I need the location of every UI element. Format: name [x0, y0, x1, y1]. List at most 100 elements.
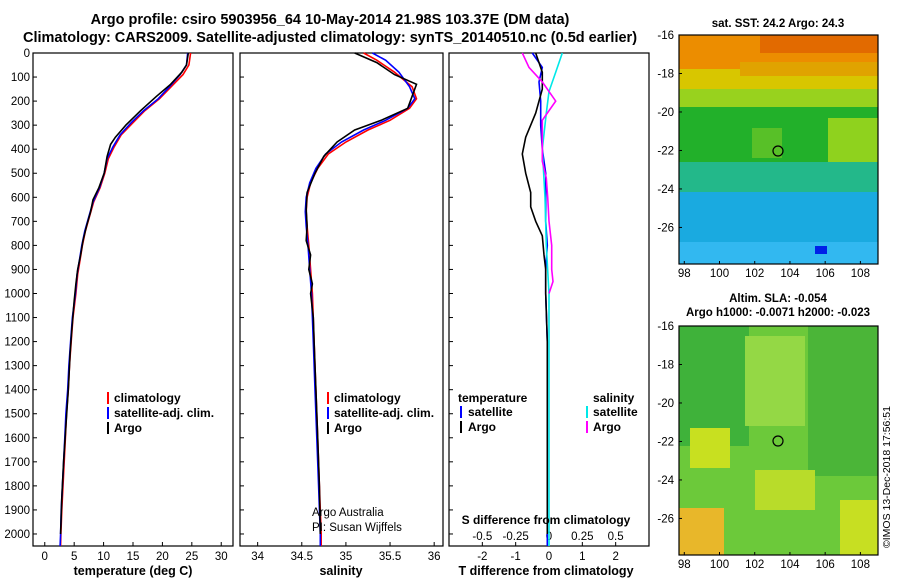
sst-teal-band	[679, 162, 878, 192]
legend-label-satellite: satellite-adj. clim.	[114, 406, 214, 420]
depth-tick-label: 100	[11, 72, 30, 84]
depth-tick-label: 200	[11, 96, 30, 108]
temperature-axis-label: temperature (deg C)	[74, 564, 193, 578]
map-y-tick-label: -24	[657, 475, 674, 487]
depth-tick-label: 1900	[4, 505, 30, 517]
legend-label-t-satellite: satellite	[468, 405, 513, 419]
legend-head-salinity: salinity	[593, 391, 635, 405]
sst-map-title: sat. SST: 24.2 Argo: 24.3	[712, 18, 845, 30]
depth-tick-label: 1800	[4, 481, 30, 493]
map-y-tick-label: -20	[657, 107, 674, 119]
argo-position-marker	[772, 435, 784, 447]
sla-map-title-1: Altim. SLA: -0.054	[729, 293, 827, 305]
credit-argo-australia: Argo Australia	[312, 507, 384, 519]
depth-tick-label: 1500	[4, 409, 30, 421]
depth-tick-label: 1400	[4, 385, 30, 397]
x-tick-label: 0	[42, 551, 48, 563]
depth-tick-label: 900	[11, 264, 30, 276]
title-line-1: Argo profile: csiro 5903956_64 10-May-20…	[90, 12, 570, 28]
sla-yellow-mid	[755, 470, 815, 510]
sst-frame	[678, 34, 879, 265]
map-x-tick-label: 106	[816, 559, 835, 571]
profile-series	[59, 52, 564, 547]
imos-timestamp: ©IMOS 13-Dec-2018 17:56:51	[881, 406, 893, 548]
salinity-axis: 34 34.5 35 35.5 36	[251, 542, 441, 563]
series-satellite-adj-clim-	[304, 52, 416, 546]
x-tick-label: 30	[215, 551, 228, 563]
depth-tick-label: 500	[11, 168, 30, 180]
x-tick-label: 15	[127, 551, 140, 563]
map-y-tick-label: -26	[657, 513, 674, 525]
legend-label-argo: Argo	[114, 421, 142, 435]
sst-blue-cell	[815, 246, 827, 254]
map-y-tick-label: -22	[657, 145, 674, 157]
credit-pi: PI: Susan Wijffels	[312, 522, 402, 534]
legend-label-satellite: satellite-adj. clim.	[334, 406, 434, 420]
depth-tick-label: 1000	[4, 288, 30, 300]
depth-axis: 0 100 200 300 400 500 600 700 800 900 1000 1100 1200…	[4, 48, 453, 541]
x-tick-label: 2	[612, 551, 618, 563]
x-tick-label: 20	[156, 551, 169, 563]
sla-yellow-bottom-right	[840, 500, 878, 555]
map-x-tick-label: 100	[710, 268, 729, 280]
argo-position-marker	[772, 145, 784, 157]
x-tick-label: 25	[185, 551, 198, 563]
x-tick-label: 35.5	[379, 551, 401, 563]
sla-frame	[678, 325, 879, 556]
sla-lightgreen-center	[745, 336, 805, 426]
map-x-tick-label: 98	[678, 559, 691, 571]
salinity-diff-tick-label: -0.25	[503, 531, 529, 543]
x-tick-label: 34.5	[291, 551, 313, 563]
legend-label-argo: Argo	[334, 421, 362, 435]
x-tick-label: 5	[71, 551, 77, 563]
sst-yellow-right	[740, 62, 878, 76]
map-y-tick-label: -16	[657, 30, 674, 42]
depth-tick-label: 0	[24, 48, 30, 60]
depth-tick-label: 1200	[4, 337, 30, 349]
legend-label-climatology: climatology	[334, 391, 401, 405]
depth-tick-label: 600	[11, 192, 30, 204]
salinity-panel-frame	[239, 52, 444, 547]
depth-tick-label: 300	[11, 120, 30, 132]
series-salinity-satellite	[541, 52, 564, 546]
depth-tick-label: 1600	[4, 433, 30, 445]
difference-legend: temperature satellite Argo salinity sate…	[458, 391, 638, 434]
difference-axis-label: T difference from climatology	[458, 564, 633, 578]
sst-cyan-band	[679, 192, 878, 242]
map-y-tick-label: -18	[657, 359, 674, 371]
temperature-axis: 0 5 10 15 20 25 30	[42, 542, 228, 563]
series-argo	[59, 52, 190, 535]
depth-tick-label: 1100	[5, 313, 30, 325]
x-tick-label: 35	[340, 551, 353, 563]
sla-yellow-left	[690, 428, 730, 468]
series-argo	[305, 52, 418, 535]
map-x-tick-label: 98	[678, 268, 691, 280]
depth-tick-label: 800	[11, 240, 30, 252]
title-line-2: Climatology: CARS2009. Satellite-adjuste…	[22, 30, 638, 46]
map-x-tick-label: 100	[710, 559, 729, 571]
x-tick-label: 36	[428, 551, 441, 563]
salinity-diff-tick-label: 0.25	[571, 531, 593, 543]
sst-lightblue-band	[679, 242, 878, 264]
sst-lightgreen-band	[679, 89, 878, 107]
temperature-legend: climatology satellite-adj. clim. Argo	[107, 391, 214, 435]
salinity-legend: climatology satellite-adj. clim. Argo	[327, 391, 434, 435]
sla-map-axes: 98 100 102 104 106 108 -16 -18 -20 -22 -24 -26	[657, 321, 870, 571]
map-y-tick-label: -16	[657, 321, 674, 333]
x-tick-label: 10	[97, 551, 110, 563]
sla-green-left	[679, 326, 749, 446]
legend-label-climatology: climatology	[114, 391, 181, 405]
legend-head-temperature: temperature	[458, 391, 528, 405]
sst-lightgreen-mid	[752, 128, 782, 158]
difference-axis: -2 -1 0 1 2-0.5 -0.25 0 0.25 0.5	[472, 531, 623, 563]
depth-tick-label: 700	[11, 216, 30, 228]
map-x-tick-label: 102	[745, 559, 764, 571]
map-x-tick-label: 106	[816, 268, 835, 280]
sla-green-right	[808, 326, 878, 476]
map-x-tick-label: 102	[745, 268, 764, 280]
map-x-tick-label: 108	[851, 559, 870, 571]
legend-label-t-argo: Argo	[468, 420, 496, 434]
depth-tick-label: 400	[11, 144, 30, 156]
salinity-difference-label: S difference from climatology	[462, 513, 631, 527]
depth-tick-label: 2000	[4, 529, 30, 541]
